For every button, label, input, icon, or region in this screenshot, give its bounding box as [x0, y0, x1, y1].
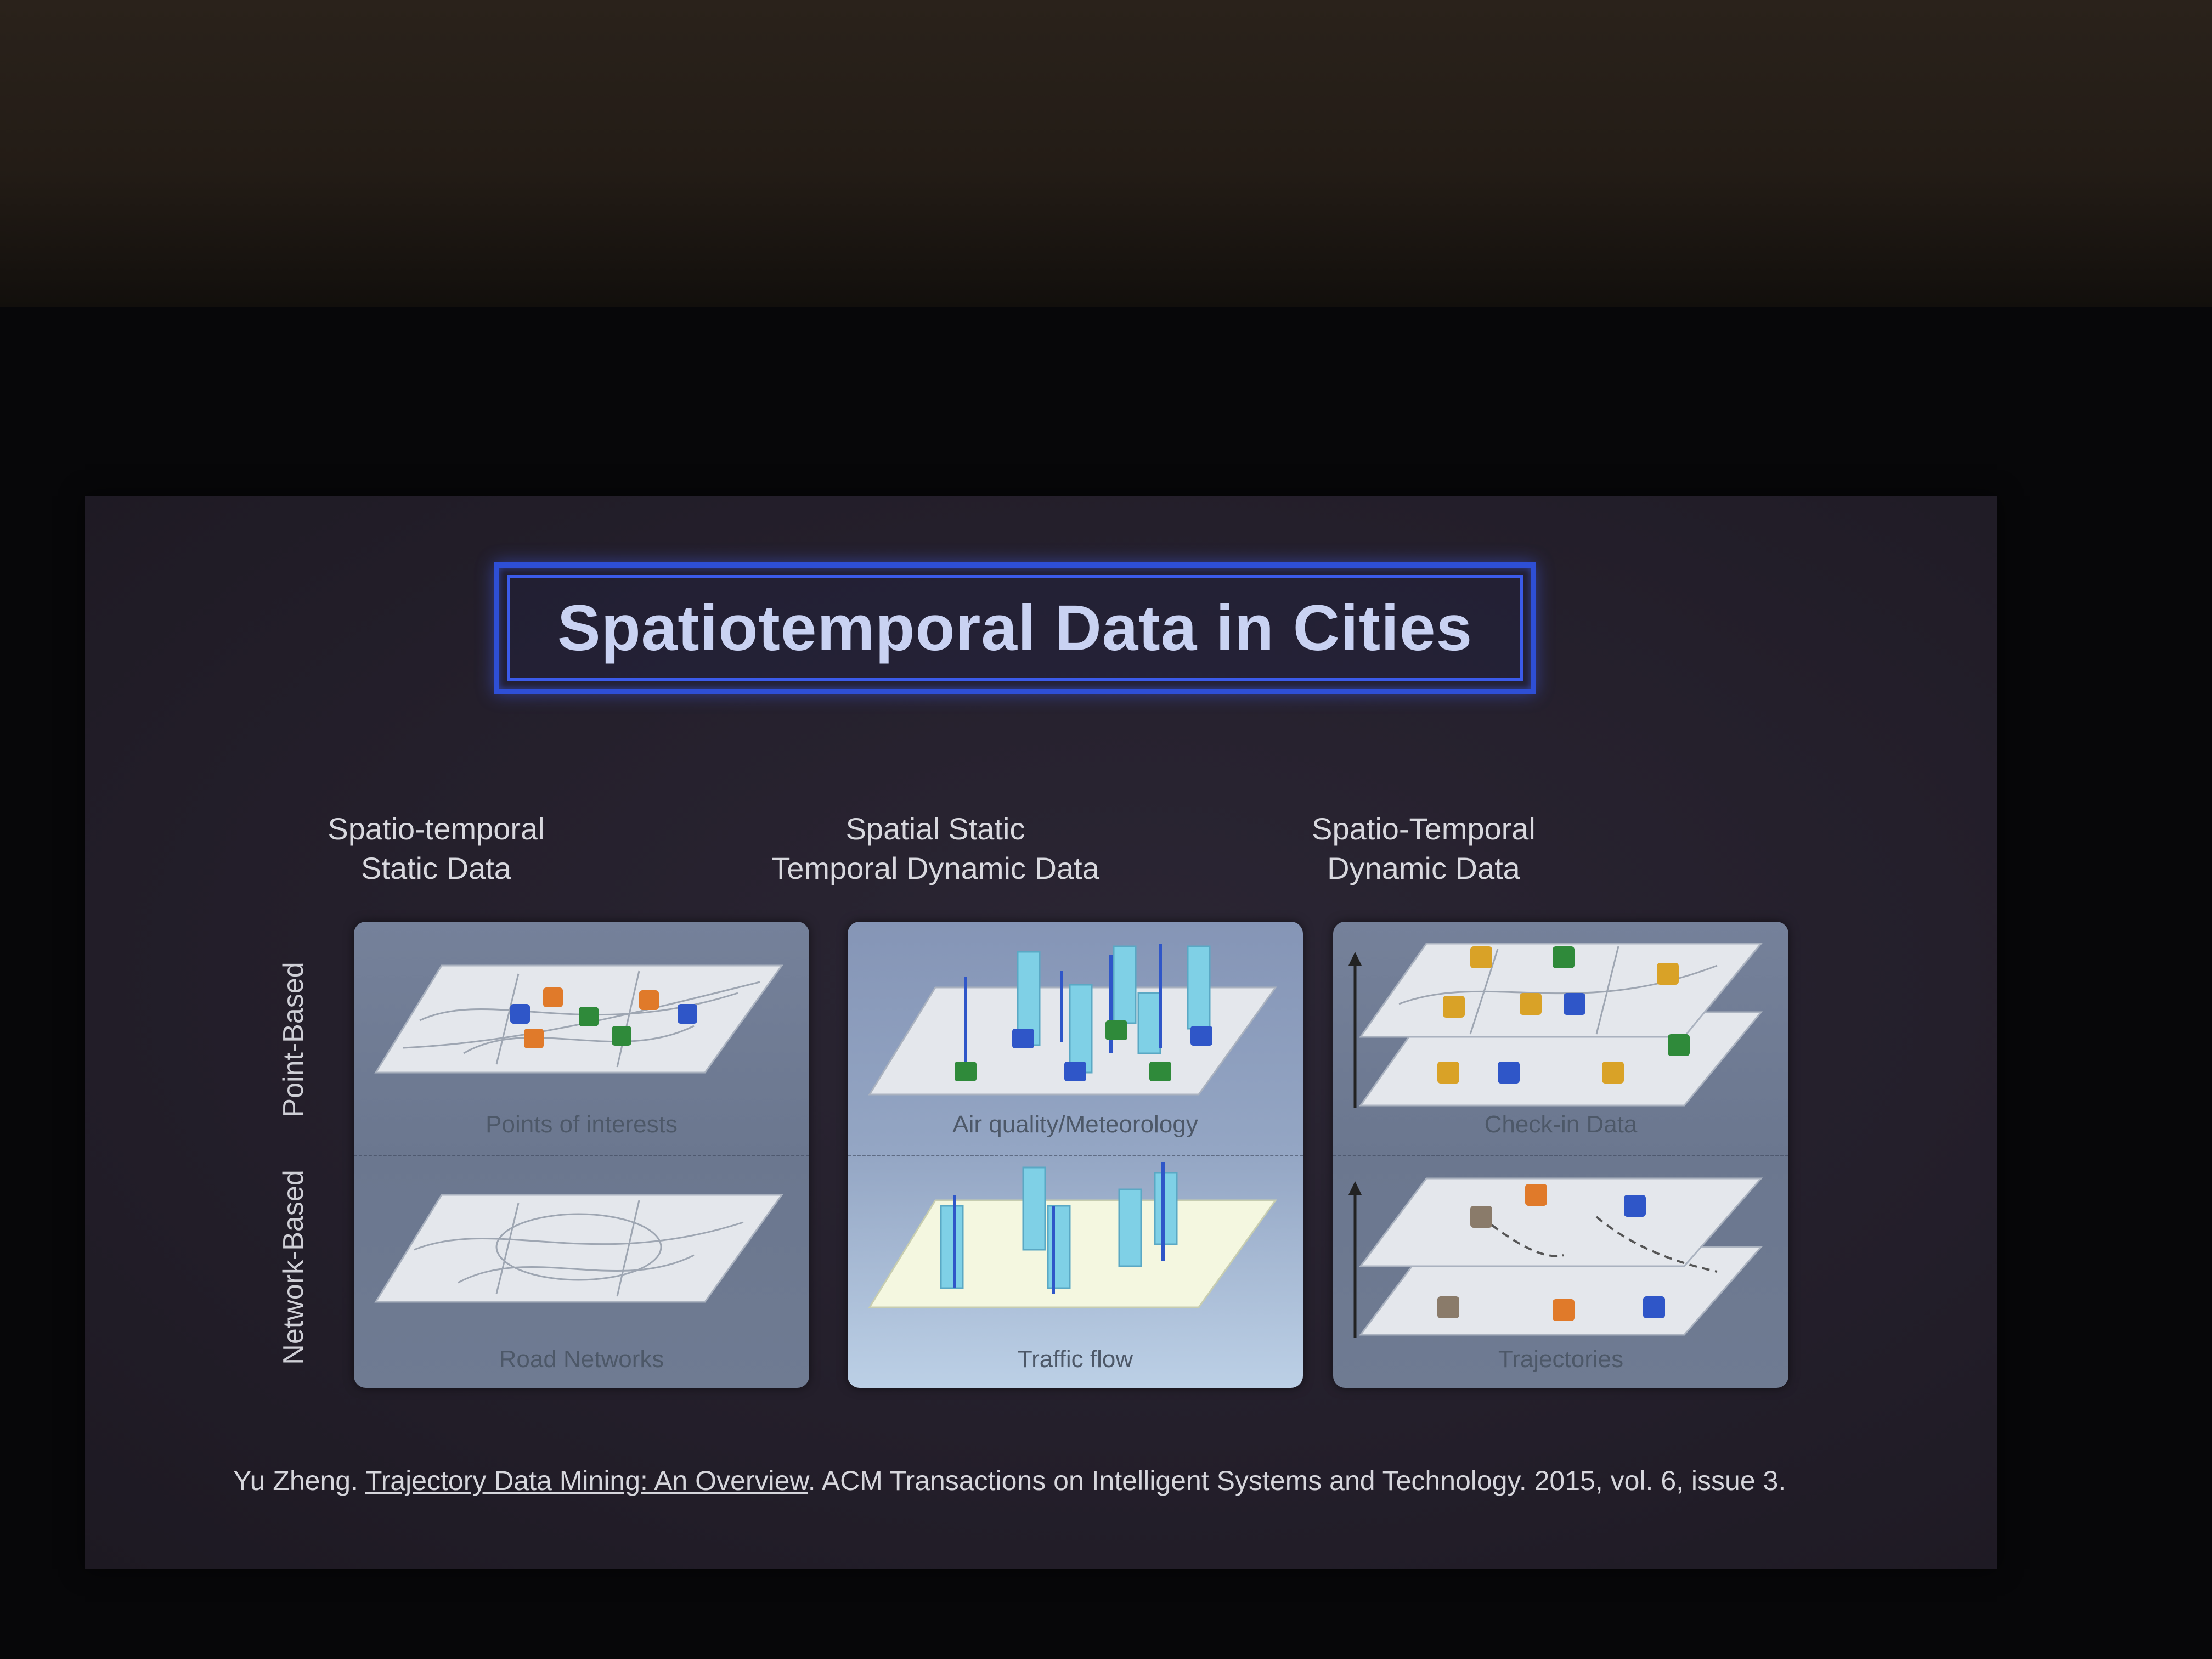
column-header-static: Spatio-temporal Static Data — [211, 809, 661, 888]
column-header-line: Spatio-temporal — [328, 811, 545, 846]
caption-road-networks: Road Networks — [499, 1346, 664, 1373]
panel-temporal-dynamic: Air quality/Meteorology Traffic flow — [848, 922, 1303, 1388]
column-header-line: Spatio-Temporal — [1312, 811, 1536, 846]
slide-title-box: Spatiotemporal Data in Cities — [494, 562, 1536, 694]
air-quality-illustration — [868, 944, 1277, 1096]
column-header-dynamic: Spatio-Temporal Dynamic Data — [1199, 809, 1649, 888]
column-header-line: Dynamic Data — [1327, 851, 1520, 885]
projected-slide: Spatiotemporal Data in Cities Spatio-tem… — [85, 496, 1997, 1569]
column-header-line: Static Data — [361, 851, 511, 885]
road-networks-cell: Road Networks — [354, 1155, 809, 1388]
column-header-line: Spatial Static — [845, 811, 1025, 846]
caption-check-in-data: Check-in Data — [1484, 1111, 1638, 1138]
road-network-illustration — [374, 1194, 783, 1303]
citation-source: . ACM Transactions on Intelligent System… — [808, 1465, 1786, 1496]
caption-points-of-interests: Points of interests — [486, 1111, 678, 1138]
points-of-interests-cell: Points of interests — [354, 922, 809, 1155]
check-in-illustration — [1348, 943, 1763, 1108]
row-label-network-based: Network-Based — [278, 1170, 309, 1365]
panel-static-data: Points of interests Road Networks — [354, 922, 809, 1388]
panel-dynamic-data: Check-in Data Trajectories — [1333, 922, 1788, 1388]
citation: Yu Zheng. Trajectory Data Mining: An Ove… — [233, 1465, 1786, 1497]
citation-link[interactable]: Trajectory Data Mining: An Overview — [365, 1465, 808, 1496]
traffic-flow-cell: Traffic flow — [848, 1155, 1303, 1388]
traffic-flow-illustration — [868, 1162, 1277, 1308]
caption-traffic-flow: Traffic flow — [1017, 1346, 1133, 1373]
column-header-line: Temporal Dynamic Data — [771, 851, 1099, 885]
title-inner-border — [507, 575, 1523, 681]
trajectories-cell: Trajectories — [1333, 1155, 1788, 1388]
air-quality-cell: Air quality/Meteorology — [848, 922, 1303, 1155]
citation-author: Yu Zheng. — [233, 1465, 365, 1496]
check-in-data-cell: Check-in Data — [1333, 922, 1788, 1155]
trajectories-illustration — [1348, 1177, 1763, 1338]
column-header-temporal-dynamic: Spatial Static Temporal Dynamic Data — [710, 809, 1160, 888]
caption-trajectories: Trajectories — [1498, 1346, 1624, 1373]
row-label-point-based: Point-Based — [278, 962, 309, 1118]
slide-title: Spatiotemporal Data in Cities — [557, 592, 1473, 664]
caption-air-quality: Air quality/Meteorology — [952, 1111, 1198, 1138]
room-ceiling — [0, 0, 2212, 307]
poi-map-illustration — [374, 964, 783, 1074]
